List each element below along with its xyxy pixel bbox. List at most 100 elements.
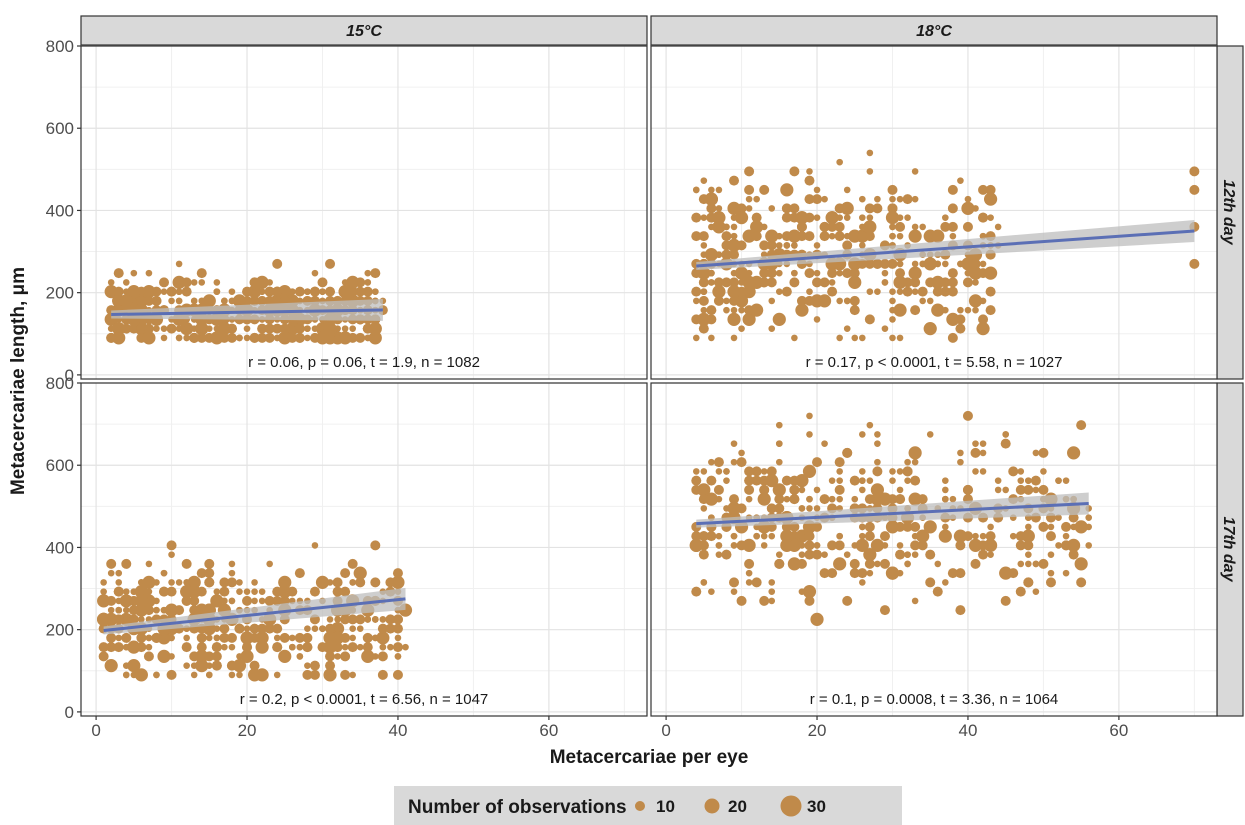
data-point bbox=[866, 149, 874, 157]
data-point bbox=[934, 260, 942, 268]
data-point bbox=[744, 184, 755, 195]
data-point bbox=[751, 466, 762, 477]
data-point bbox=[919, 223, 926, 231]
data-point bbox=[175, 288, 183, 295]
data-point bbox=[789, 166, 800, 177]
data-point bbox=[302, 632, 313, 643]
data-point bbox=[889, 297, 896, 305]
regression-line bbox=[696, 501, 1089, 526]
data-point bbox=[796, 558, 807, 569]
legend-swatch-20 bbox=[704, 798, 720, 814]
data-point bbox=[362, 642, 373, 653]
data-point bbox=[145, 269, 153, 277]
legend-label-20: 20 bbox=[728, 797, 747, 816]
data-point bbox=[795, 474, 809, 488]
data-point bbox=[859, 214, 866, 221]
data-point bbox=[723, 468, 730, 475]
data-point bbox=[1030, 475, 1041, 486]
data-point bbox=[849, 295, 860, 306]
scatter-points bbox=[691, 149, 1200, 343]
strip-bg-18c bbox=[650, 15, 1218, 46]
data-point bbox=[106, 558, 117, 569]
data-point bbox=[1017, 468, 1025, 475]
data-point bbox=[987, 551, 994, 558]
data-point bbox=[340, 568, 351, 579]
data-point bbox=[911, 458, 919, 466]
data-point bbox=[242, 286, 253, 297]
data-point bbox=[706, 475, 717, 486]
data-point bbox=[836, 214, 843, 221]
data-point bbox=[138, 634, 145, 642]
data-point bbox=[168, 579, 175, 586]
data-point bbox=[955, 605, 966, 616]
data-point bbox=[1074, 557, 1088, 571]
data-point bbox=[925, 577, 936, 588]
data-point bbox=[236, 334, 243, 342]
data-point bbox=[700, 242, 708, 249]
data-point bbox=[272, 258, 283, 269]
data-point bbox=[979, 449, 987, 457]
data-point bbox=[240, 649, 254, 663]
data-point bbox=[796, 212, 807, 223]
data-point bbox=[311, 334, 319, 342]
data-point bbox=[392, 669, 403, 680]
data-point bbox=[700, 251, 708, 258]
data-point bbox=[1008, 466, 1019, 477]
data-point bbox=[1038, 484, 1049, 495]
data-point bbox=[984, 538, 998, 552]
data-point bbox=[895, 494, 906, 505]
data-point bbox=[319, 643, 326, 651]
data-point bbox=[122, 606, 130, 614]
data-point bbox=[730, 223, 738, 231]
data-point bbox=[204, 332, 215, 343]
data-point bbox=[889, 223, 896, 231]
data-point bbox=[834, 457, 845, 468]
data-point bbox=[349, 625, 356, 632]
data-point bbox=[145, 560, 153, 568]
data-point bbox=[791, 334, 798, 342]
data-point bbox=[196, 642, 207, 653]
data-point bbox=[130, 588, 138, 595]
data-point bbox=[972, 532, 979, 540]
data-point bbox=[813, 269, 821, 277]
data-point bbox=[372, 334, 379, 342]
data-point bbox=[692, 297, 700, 305]
data-point bbox=[190, 325, 198, 332]
data-point bbox=[744, 286, 755, 297]
data-point bbox=[931, 229, 945, 243]
data-point bbox=[727, 312, 741, 326]
data-point bbox=[257, 295, 268, 306]
data-point bbox=[122, 588, 130, 595]
data-point bbox=[985, 184, 996, 195]
data-point bbox=[723, 306, 730, 314]
panel-border bbox=[650, 382, 1218, 717]
data-point bbox=[836, 542, 843, 549]
y-tick-label: 800 bbox=[46, 37, 74, 56]
data-point bbox=[904, 214, 911, 221]
data-point bbox=[745, 205, 753, 212]
data-point bbox=[168, 653, 175, 660]
data-point bbox=[874, 560, 881, 568]
data-point bbox=[751, 231, 762, 242]
data-point bbox=[768, 597, 776, 605]
data-point bbox=[281, 288, 289, 295]
data-point bbox=[708, 458, 715, 466]
data-point bbox=[691, 212, 702, 223]
data-point bbox=[881, 279, 889, 286]
data-point bbox=[174, 605, 185, 616]
data-point bbox=[895, 521, 906, 532]
data-point bbox=[377, 623, 388, 634]
data-point bbox=[842, 595, 853, 606]
data-point bbox=[692, 334, 700, 342]
confidence-band bbox=[111, 298, 383, 321]
data-point bbox=[968, 266, 983, 280]
data-point bbox=[863, 220, 877, 234]
data-point bbox=[1062, 569, 1070, 577]
data-point bbox=[889, 316, 896, 323]
data-point bbox=[712, 211, 726, 225]
data-point bbox=[775, 458, 783, 466]
data-point bbox=[804, 194, 815, 205]
data-point bbox=[294, 286, 305, 297]
data-point bbox=[708, 588, 715, 595]
